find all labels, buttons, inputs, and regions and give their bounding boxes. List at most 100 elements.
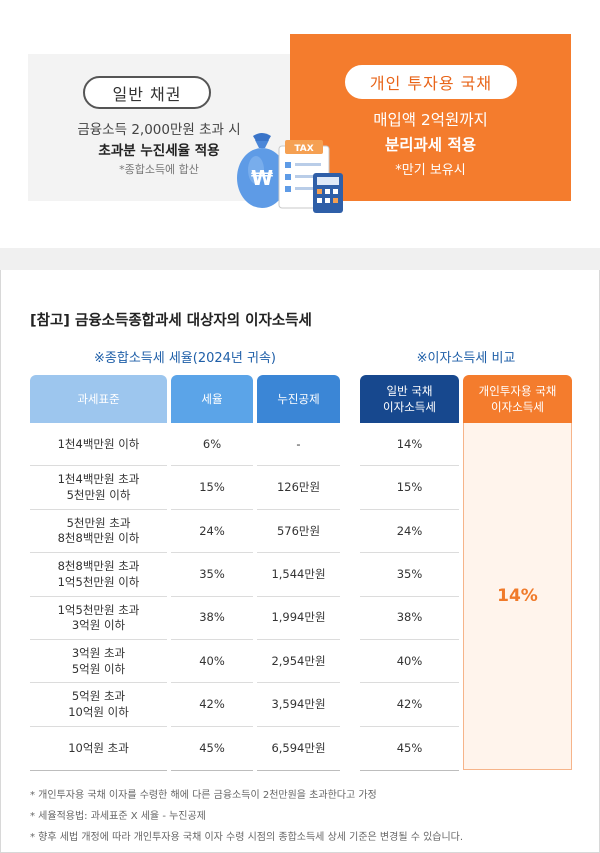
row-divider <box>360 725 459 727</box>
row-divider <box>360 508 459 510</box>
section-divider <box>0 248 600 270</box>
tax-rate-cell: 42% <box>199 697 225 712</box>
table-row: 5천만원 초과 8천8백만원 이하 24% 576만원 24% <box>30 510 572 554</box>
table-bottom-rule <box>171 770 253 772</box>
deduction-cell: 6,594만원 <box>271 740 326 755</box>
general-bond-line2: 초과분 누진세율 적용 <box>98 143 220 159</box>
footnote: * 개인투자용 국채 이자를 수령한 해에 다른 금융소득이 2천만원을 초과한… <box>30 790 377 801</box>
general-bond-rate-cell: 35% <box>396 566 423 581</box>
svg-text:₩: ₩ <box>251 166 273 190</box>
table-bottom-rule <box>30 770 167 772</box>
general-bond-line1: 금융소득 2,000만원 초과 시 <box>77 122 241 138</box>
footnote: * 세율적용법: 과세표준 X 세율 - 누진공제 <box>30 811 206 822</box>
table-row: 3억원 초과 5억원 이하 40% 2,954만원 40% <box>30 640 572 684</box>
deduction-cell: 126만원 <box>276 480 321 495</box>
table-row: 1천4백만원 이하 6% - 14% <box>30 423 572 467</box>
tax-base-cell: 1억5천만원 초과 3억원 이하 <box>57 602 140 633</box>
row-divider <box>360 638 459 640</box>
header-label: 일반 국채 이자소득세 <box>383 383 436 414</box>
header-label: 세율 <box>201 391 223 406</box>
tax-rate-cell: 45% <box>199 740 225 755</box>
row-divider <box>171 682 253 684</box>
row-divider <box>30 465 167 467</box>
row-divider <box>257 508 340 510</box>
tax-base-cell: 1천4백만원 초과 5천만원 이하 <box>57 472 140 502</box>
personal-bond-badge: 개인 투자용 국채 <box>345 65 517 99</box>
footnote: * 향후 세법 개정에 따라 개인투자용 국채 이자 수령 시점의 종합소득세 … <box>30 832 464 843</box>
general-bond-rate-cell: 38% <box>396 610 423 625</box>
table-row: 1천4백만원 초과 5천만원 이하 15% 126만원 15% <box>30 466 572 510</box>
footnotes: * 개인투자용 국채 이자를 수령한 해에 다른 금융소득이 2천만원을 초과한… <box>30 785 575 848</box>
row-divider <box>257 595 340 597</box>
deduction-cell: 1,544만원 <box>271 566 326 581</box>
general-bond-rate-cell: 40% <box>396 653 423 668</box>
table-bottom-rule <box>257 770 340 772</box>
header-personal-bond-tax: 개인투자용 국채 이자소득세 <box>463 375 572 423</box>
header-label: 과세표준 <box>77 391 120 406</box>
general-bond-rate-cell: 14% <box>396 436 423 451</box>
tax-base-cell: 10억원 초과 <box>68 740 129 755</box>
row-divider <box>171 725 253 727</box>
table-row: 10억원 초과 45% 6,594만원 45% <box>30 727 572 770</box>
row-divider <box>257 638 340 640</box>
row-divider <box>30 638 167 640</box>
tax-rate-cell: 40% <box>199 653 225 668</box>
tax-rate-cell: 6% <box>202 436 222 451</box>
row-divider <box>257 465 340 467</box>
header-label: 누진공제 <box>277 391 320 406</box>
table-row: 5억원 초과 10억원 이하 42% 3,594만원 42% <box>30 683 572 727</box>
tax-base-cell: 3억원 초과 5억원 이하 <box>71 645 126 676</box>
tax-illustration-icon: ₩ TAX <box>237 133 343 213</box>
tax-base-cell: 8천8백만원 초과 1억5천만원 이하 <box>57 559 140 589</box>
general-bond-note: *종합소득에 합산 <box>119 163 199 176</box>
header-tax-base: 과세표준 <box>30 375 167 423</box>
general-bond-badge: 일반 채권 <box>83 76 211 109</box>
general-bond-rate-cell: 42% <box>396 697 423 712</box>
deduction-cell: 2,954만원 <box>271 653 326 668</box>
reference-title: [참고] 금융소득종합과세 대상자의 이자소득세 <box>30 313 312 329</box>
row-divider <box>171 508 253 510</box>
tax-rate-cell: 38% <box>199 610 225 625</box>
row-divider <box>171 638 253 640</box>
header-tax-rate: 세율 <box>171 375 253 423</box>
personal-bond-rate: 14% <box>497 586 538 606</box>
personal-bond-note: *만기 보유시 <box>395 163 466 178</box>
interest-tax-subtitle: ※이자소득세 비교 <box>416 351 516 366</box>
row-divider <box>257 552 340 554</box>
row-divider <box>30 725 167 727</box>
row-divider <box>360 552 459 554</box>
deduction-cell: 3,594만원 <box>271 697 326 712</box>
tax-rate-cell: 24% <box>199 523 225 538</box>
row-divider <box>30 682 167 684</box>
personal-bond-rate-cell: 14% <box>463 423 572 770</box>
row-divider <box>30 552 167 554</box>
personal-bond-line2: 분리과세 적용 <box>385 136 476 154</box>
deduction-cell: 576만원 <box>276 523 321 538</box>
money-bag-icon: ₩ <box>237 133 287 208</box>
row-divider <box>360 465 459 467</box>
row-divider <box>171 595 253 597</box>
tax-base-cell: 1천4백만원 이하 <box>57 436 140 451</box>
tax-rate-subtitle: ※종합소득세 세율(2024년 귀속) <box>94 351 276 366</box>
row-divider <box>360 682 459 684</box>
header-general-bond-tax: 일반 국채 이자소득세 <box>360 375 459 423</box>
deduction-cell: - <box>296 436 301 451</box>
svg-text:TAX: TAX <box>294 144 313 154</box>
header-deduction: 누진공제 <box>257 375 340 423</box>
row-divider <box>171 465 253 467</box>
row-divider <box>30 508 167 510</box>
row-divider <box>257 725 340 727</box>
table-row: 8천8백만원 초과 1억5천만원 이하 35% 1,544만원 35% <box>30 553 572 597</box>
tax-base-cell: 5억원 초과 10억원 이하 <box>68 689 129 719</box>
table-bottom-rule <box>360 770 459 772</box>
comparison-section: 일반 채권 금융소득 2,000만원 초과 시 초과분 누진세율 적용 *종합소… <box>0 0 600 248</box>
tax-base-cell: 5천만원 초과 8천8백만원 이하 <box>57 515 140 546</box>
table-row: 1억5천만원 초과 3억원 이하 38% 1,994만원 38% <box>30 597 572 640</box>
personal-bond-line1: 매입액 2억원까지 <box>373 111 488 129</box>
header-label: 개인투자용 국채 이자소득세 <box>478 383 557 414</box>
row-divider <box>360 595 459 597</box>
deduction-cell: 1,994만원 <box>271 610 326 625</box>
tax-rate-cell: 15% <box>199 480 225 495</box>
row-divider <box>171 552 253 554</box>
row-divider <box>257 682 340 684</box>
